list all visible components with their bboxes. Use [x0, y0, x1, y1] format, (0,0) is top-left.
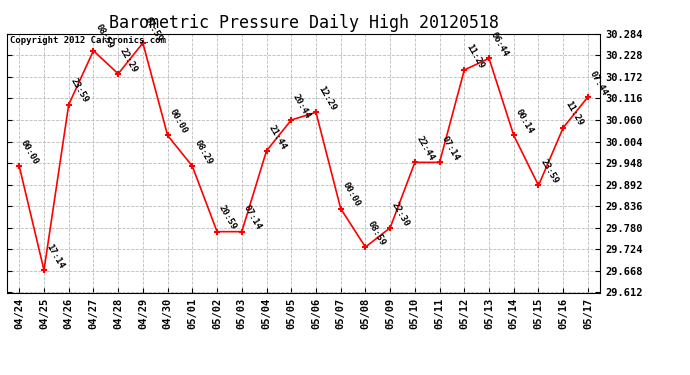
Text: 07:14: 07:14: [440, 135, 461, 162]
Text: 23:59: 23:59: [538, 158, 560, 186]
Text: 00:00: 00:00: [19, 138, 41, 166]
Text: 00:14: 00:14: [514, 108, 535, 135]
Text: 21:44: 21:44: [266, 123, 288, 151]
Text: 00:00: 00:00: [168, 108, 189, 135]
Text: 11:29: 11:29: [464, 42, 486, 70]
Text: 06:44: 06:44: [489, 31, 511, 58]
Text: 22:44: 22:44: [415, 135, 436, 162]
Text: 07:59: 07:59: [143, 15, 164, 43]
Text: 07:44: 07:44: [588, 69, 609, 97]
Title: Barometric Pressure Daily High 20120518: Barometric Pressure Daily High 20120518: [108, 14, 499, 32]
Text: 00:00: 00:00: [341, 181, 362, 209]
Text: 07:14: 07:14: [241, 204, 263, 232]
Text: 12:29: 12:29: [316, 84, 337, 112]
Text: 08:59: 08:59: [366, 219, 386, 247]
Text: 20:59: 20:59: [217, 204, 238, 232]
Text: 23:59: 23:59: [69, 77, 90, 105]
Text: 08:59: 08:59: [93, 23, 115, 51]
Text: 22:29: 22:29: [118, 46, 139, 74]
Text: Copyright 2012 Cartronics.com: Copyright 2012 Cartronics.com: [10, 36, 166, 45]
Text: 17:14: 17:14: [44, 242, 66, 270]
Text: 20:44: 20:44: [291, 92, 313, 120]
Text: 08:29: 08:29: [193, 138, 214, 166]
Text: 22:30: 22:30: [390, 200, 411, 228]
Text: 11:29: 11:29: [563, 100, 584, 128]
